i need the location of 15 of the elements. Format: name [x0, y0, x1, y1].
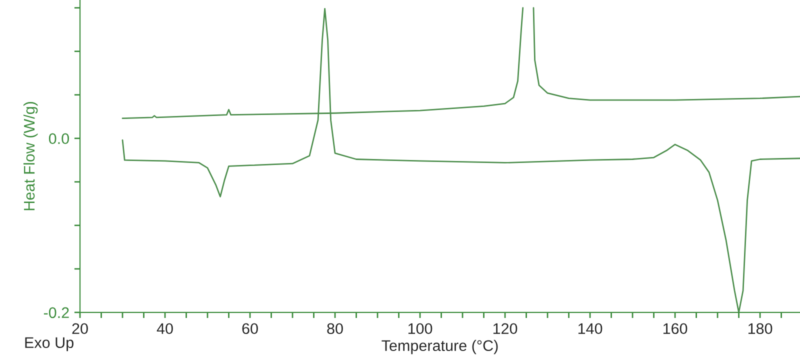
- x-tick-label: 20: [72, 323, 88, 334]
- x-axis-title: Temperature (°C): [382, 340, 498, 354]
- x-tick-label: 60: [242, 323, 258, 334]
- x-tick-label: 160: [663, 323, 688, 334]
- x-tick-label: 140: [578, 323, 602, 334]
- x-tick-label: 180: [748, 323, 772, 334]
- x-tick-label: 120: [493, 323, 518, 334]
- y-axis-title: Heat Flow (W/g): [23, 102, 38, 210]
- x-tick-label: 100: [408, 323, 432, 334]
- text: Exo Up: [25, 337, 74, 352]
- x-tick-label: 80: [327, 323, 343, 334]
- x-tick-label: 40: [156, 323, 173, 334]
- line-series: [122, 8, 800, 312]
- y-tick-label: -0.2: [44, 307, 69, 318]
- y-tick-label: 0.0: [48, 133, 69, 144]
